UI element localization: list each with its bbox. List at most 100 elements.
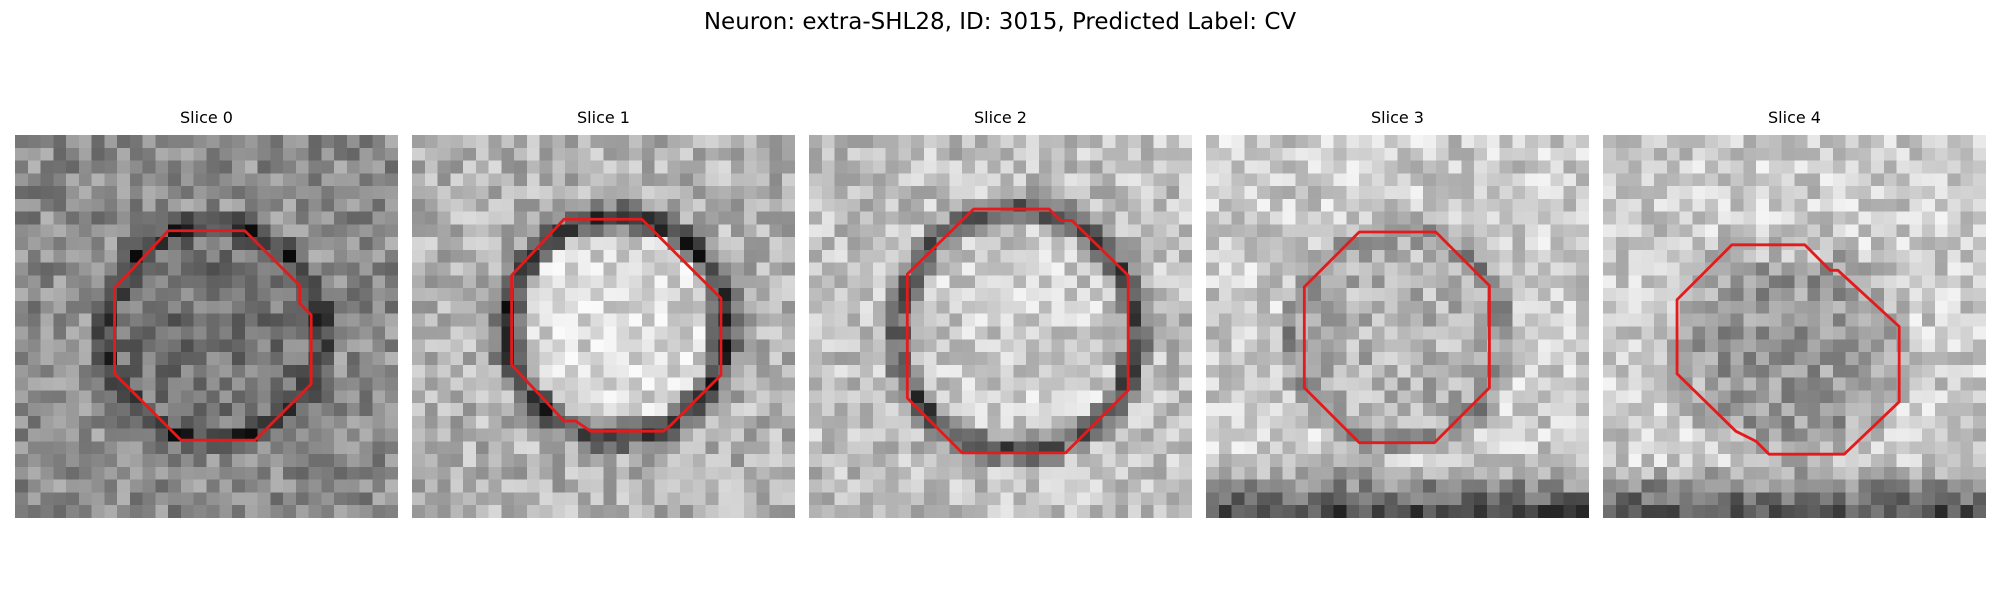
pixel (232, 186, 246, 200)
pixel (40, 249, 54, 263)
pixel (526, 364, 540, 378)
pixel (475, 275, 489, 289)
pixel (743, 428, 757, 442)
pixel (321, 339, 335, 353)
pixel (1474, 211, 1488, 225)
pixel (232, 198, 246, 212)
pixel (501, 428, 515, 442)
pixel (1013, 428, 1027, 442)
pixel (911, 466, 925, 480)
pixel (437, 300, 451, 314)
pixel (1000, 288, 1014, 302)
pixel (1896, 466, 1910, 480)
pixel (654, 211, 668, 225)
pixel (424, 211, 438, 225)
pixel (53, 505, 67, 518)
pixel (1525, 466, 1539, 480)
pixel (1499, 415, 1513, 429)
pixel (1934, 364, 1948, 378)
pixel (974, 249, 988, 263)
pixel (923, 454, 937, 468)
pixel (756, 313, 770, 327)
pixel (1089, 454, 1103, 468)
pixel (501, 160, 515, 174)
pixel (616, 364, 630, 378)
pixel (590, 352, 604, 366)
pixel (629, 415, 643, 429)
pixel (206, 339, 220, 353)
pixel (911, 492, 925, 506)
pixel (936, 377, 950, 391)
pixel (949, 492, 963, 506)
pixel (1603, 466, 1617, 480)
pixel (1423, 147, 1437, 161)
pixel (1499, 454, 1513, 468)
pixel (1871, 377, 1885, 391)
pixel (731, 135, 745, 149)
pixel (53, 454, 67, 468)
pixel (1550, 441, 1564, 455)
pixel (1051, 173, 1065, 187)
pixel (1026, 364, 1040, 378)
pixel (847, 454, 861, 468)
pixel (1679, 288, 1693, 302)
pixel (1922, 211, 1936, 225)
pixel (872, 135, 886, 149)
pixel (257, 492, 271, 506)
pixel (590, 160, 604, 174)
pixel (847, 479, 861, 493)
pixel (936, 275, 950, 289)
pixel (603, 300, 617, 314)
pixel (424, 160, 438, 174)
pixel (1666, 505, 1680, 518)
pixel (1166, 492, 1180, 506)
pixel (1807, 403, 1821, 417)
pixel (1576, 198, 1589, 212)
pixel (1000, 147, 1014, 161)
pixel (1244, 224, 1258, 238)
pixel (987, 390, 1001, 404)
pixel (962, 198, 976, 212)
pixel (616, 441, 630, 455)
pixel (898, 505, 912, 518)
pixel (463, 390, 477, 404)
pixel (1807, 249, 1821, 263)
pixel (78, 428, 92, 442)
pixel (911, 300, 925, 314)
pixel (437, 377, 451, 391)
pixel (1486, 160, 1500, 174)
pixel (1654, 339, 1668, 353)
pixel (1756, 428, 1770, 442)
pixel (270, 390, 284, 404)
pixel (1384, 352, 1398, 366)
pixel (206, 466, 220, 480)
pixel (1615, 211, 1629, 225)
pixel (577, 352, 591, 366)
pixel (692, 300, 706, 314)
pixel (53, 224, 67, 238)
pixel (616, 505, 630, 518)
pixel (1435, 390, 1449, 404)
pixel (872, 186, 886, 200)
pixel (1525, 262, 1539, 276)
pixel (1615, 186, 1629, 200)
pixel (1397, 288, 1411, 302)
pixel (1410, 237, 1424, 251)
pixel (450, 364, 464, 378)
pixel (654, 262, 668, 276)
pixel (66, 198, 80, 212)
pixel (743, 441, 757, 455)
pixel (1628, 237, 1642, 251)
pixel (1231, 147, 1245, 161)
pixel (1026, 466, 1040, 480)
pixel (1128, 339, 1142, 353)
pixel (1282, 339, 1296, 353)
pixel (1282, 352, 1296, 366)
pixel (1000, 390, 1014, 404)
pixel (168, 288, 182, 302)
pixel (463, 454, 477, 468)
pixel (1730, 415, 1744, 429)
pixel (565, 313, 579, 327)
pixel (257, 428, 271, 442)
pixel (1231, 288, 1245, 302)
